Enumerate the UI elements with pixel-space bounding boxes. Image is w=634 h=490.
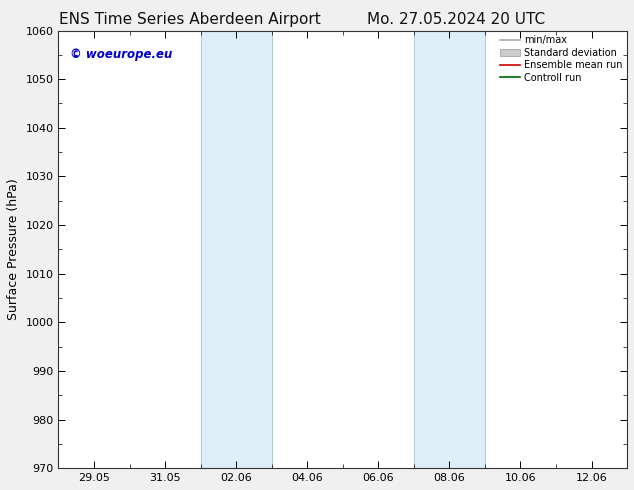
Bar [414,30,485,468]
Y-axis label: Surface Pressure (hPa): Surface Pressure (hPa) [7,178,20,320]
Text: © woeurope.eu: © woeurope.eu [70,48,172,61]
Text: ENS Time Series Aberdeen Airport: ENS Time Series Aberdeen Airport [60,12,321,27]
Text: Mo. 27.05.2024 20 UTC: Mo. 27.05.2024 20 UTC [368,12,545,27]
Bar [200,30,272,468]
Legend: min/max, Standard deviation, Ensemble mean run, Controll run: min/max, Standard deviation, Ensemble me… [498,33,624,85]
